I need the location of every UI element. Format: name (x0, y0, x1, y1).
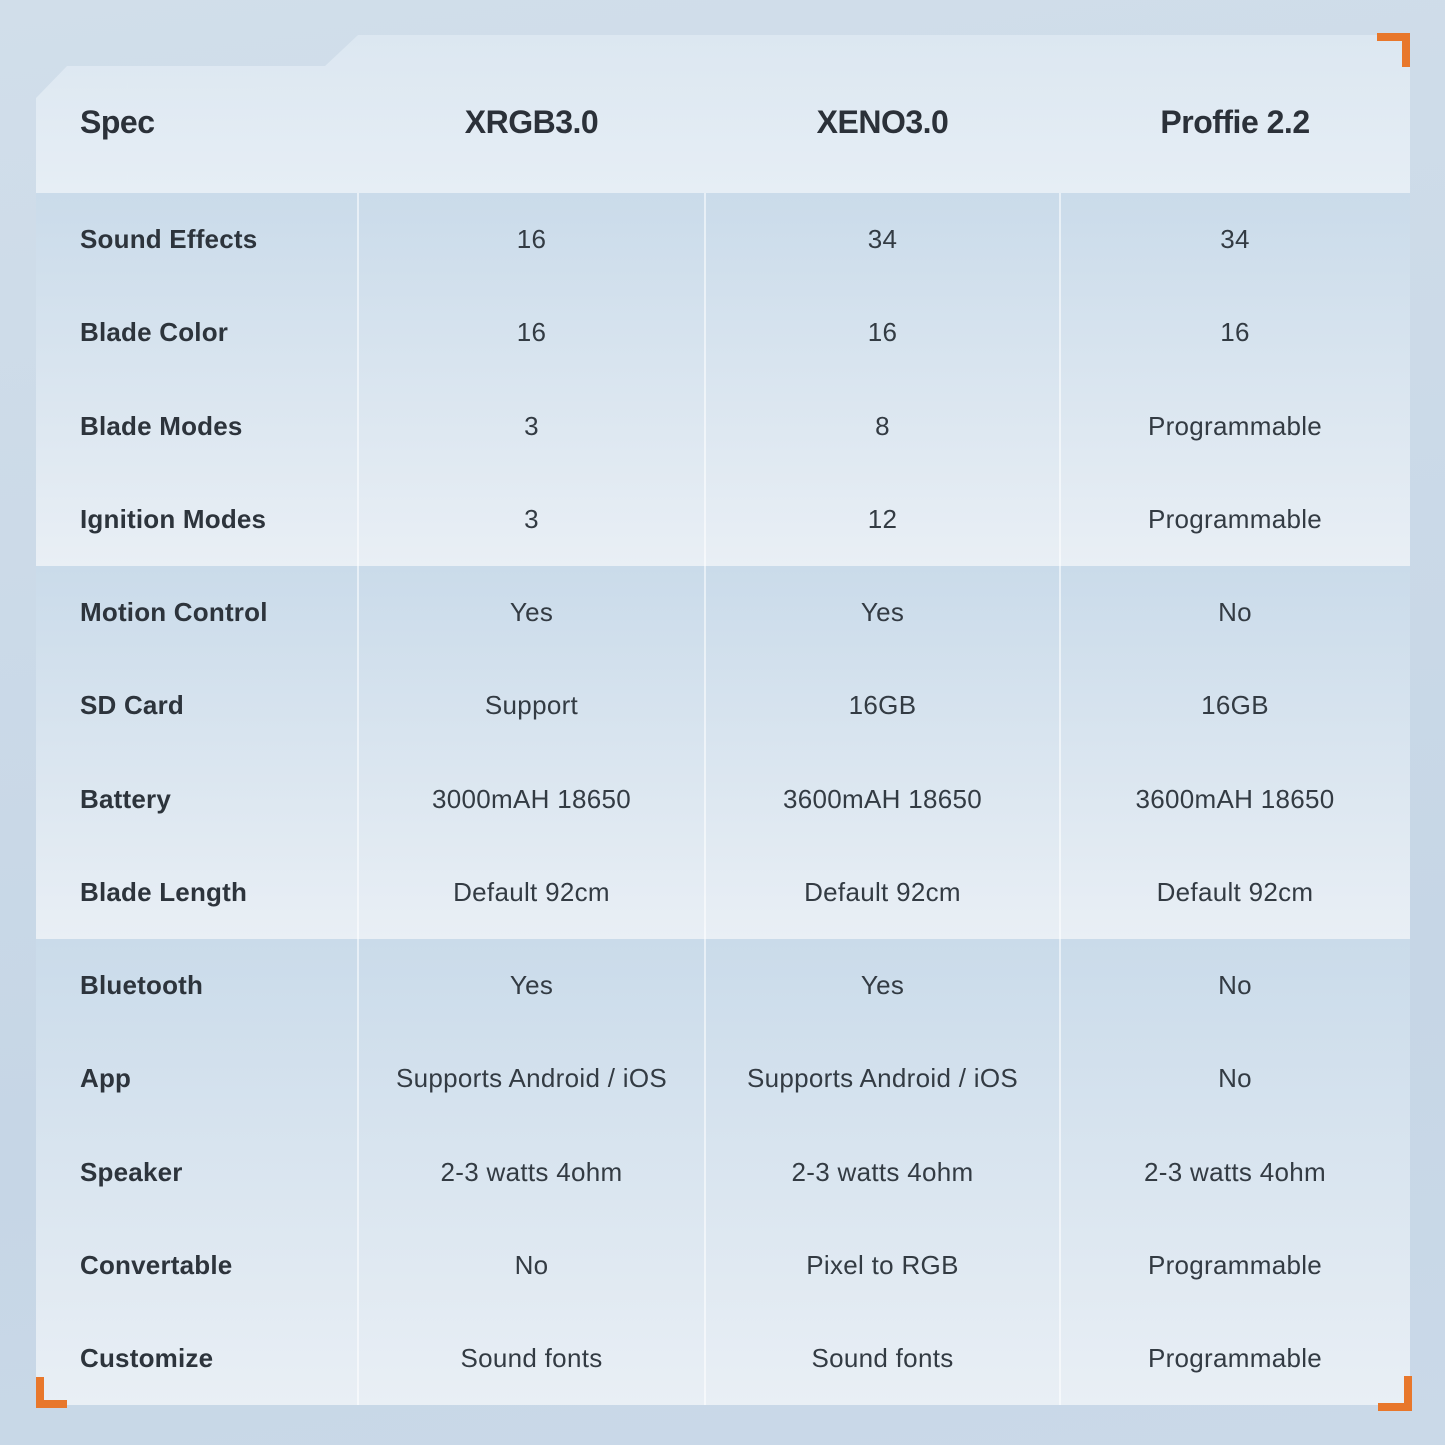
column-divider (1059, 193, 1061, 1405)
spec-label: Sound Effects (80, 224, 258, 255)
spec-value: Yes (860, 970, 905, 1001)
table-row: Blade Color 16 16 16 (36, 286, 1410, 379)
spec-value: 3000mAH 18650 (431, 783, 632, 814)
spec-value: Programmable (1147, 1249, 1323, 1280)
spec-value: 8 (875, 410, 890, 441)
column-divider (704, 193, 706, 1405)
spec-band-1: Sound Effects 16 34 34 Blade Color 16 16… (36, 193, 1410, 566)
column-divider (357, 193, 359, 1405)
spec-value: 3 (524, 410, 539, 441)
spec-value: Default 92cm (804, 876, 961, 907)
table-row: SD Card Support 16GB 16GB (36, 659, 1410, 752)
spec-value: 16GB (848, 690, 917, 721)
spec-band-2: Motion Control Yes Yes No SD Card Suppor… (36, 566, 1410, 939)
table-row: Ignition Modes 3 12 Programmable (36, 473, 1410, 566)
column-header-spec: Spec (80, 103, 155, 140)
spec-label: Customize (80, 1342, 214, 1373)
spec-value: 3 (524, 503, 539, 534)
spec-value: No (514, 1249, 549, 1280)
corner-bracket-icon (1378, 1376, 1412, 1411)
column-header-xeno30: XENO3.0 (816, 103, 949, 140)
spec-label: Motion Control (80, 597, 268, 628)
table-row: Blade Modes 3 8 Programmable (36, 380, 1410, 473)
spec-value: 16 (516, 224, 547, 255)
spec-value: 16 (516, 317, 547, 348)
spec-value: Yes (509, 970, 554, 1001)
table-row: Blade Length Default 92cm Default 92cm D… (36, 846, 1410, 939)
spec-label: Convertable (80, 1249, 233, 1280)
spec-band-3: Bluetooth Yes Yes No App Supports Androi… (36, 939, 1410, 1405)
spec-label: Battery (80, 783, 171, 814)
spec-value: 2-3 watts 4ohm (1144, 1156, 1326, 1187)
spec-label: Ignition Modes (80, 503, 267, 534)
spec-value: 2-3 watts 4ohm (440, 1156, 623, 1187)
spec-value: 34 (867, 224, 898, 255)
spec-value: Default 92cm (1156, 876, 1314, 907)
spec-value: Yes (860, 597, 905, 628)
table-row: Bluetooth Yes Yes No (36, 939, 1410, 1032)
spec-value: Supports Android / iOS (395, 1063, 668, 1094)
spec-value: 3600mAH 18650 (1135, 783, 1335, 814)
spec-value: 3600mAH 18650 (782, 783, 983, 814)
spec-label: Bluetooth (80, 970, 204, 1001)
spec-value: Sound fonts (460, 1342, 603, 1373)
spec-value: Yes (509, 597, 554, 628)
column-header-xrgb30: XRGB3.0 (464, 103, 599, 140)
spec-value: Support (484, 690, 579, 721)
spec-value: Pixel to RGB (806, 1249, 959, 1280)
spec-value: Programmable (1147, 410, 1323, 441)
spec-label: Blade Color (80, 317, 229, 348)
table-row: App Supports Android / iOS Supports Andr… (36, 1032, 1410, 1125)
spec-value: Default 92cm (453, 876, 610, 907)
table-row: Convertable No Pixel to RGB Programmable (36, 1219, 1410, 1312)
spec-label: Blade Length (80, 876, 248, 907)
spec-value: 16 (1220, 317, 1250, 348)
table-row: Battery 3000mAH 18650 3600mAH 18650 3600… (36, 753, 1410, 846)
table-row: Customize Sound fonts Sound fonts Progra… (36, 1312, 1410, 1405)
column-header-proffie: Proffie 2.2 (1160, 103, 1310, 140)
spec-value: Supports Android / iOS (746, 1063, 1019, 1094)
table-row: Speaker 2-3 watts 4ohm 2-3 watts 4ohm 2-… (36, 1125, 1410, 1218)
corner-bracket-icon (1377, 33, 1410, 67)
spec-label: App (80, 1063, 132, 1094)
spec-value: 2-3 watts 4ohm (791, 1156, 974, 1187)
table-row: Sound Effects 16 34 34 (36, 193, 1410, 286)
spec-value: No (1218, 1063, 1252, 1094)
spec-label: Speaker (80, 1156, 183, 1187)
spec-comparison-table: Spec XRGB3.0 XENO3.0 Proffie 2.2 Sound E… (36, 35, 1410, 1405)
spec-value: No (1218, 597, 1252, 628)
table-body: Sound Effects 16 34 34 Blade Color 16 16… (36, 193, 1410, 1405)
spec-value: 12 (867, 503, 898, 534)
spec-value: 16GB (1201, 690, 1269, 721)
table-header: Spec XRGB3.0 XENO3.0 Proffie 2.2 (36, 35, 1410, 193)
spec-label: SD Card (80, 690, 184, 721)
spec-label: Blade Modes (80, 410, 243, 441)
table-row: Motion Control Yes Yes No (36, 566, 1410, 659)
spec-value: No (1218, 970, 1252, 1001)
corner-bracket-icon (36, 1377, 67, 1408)
spec-value: Programmable (1147, 503, 1323, 534)
spec-value: Sound fonts (811, 1342, 954, 1373)
spec-value: 16 (867, 317, 898, 348)
spec-value: 34 (1220, 224, 1250, 255)
spec-value: Programmable (1147, 1342, 1323, 1373)
